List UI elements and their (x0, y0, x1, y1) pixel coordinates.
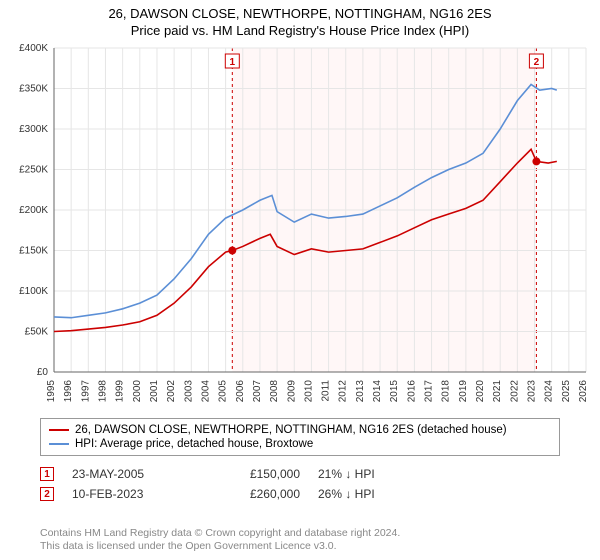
svg-text:2: 2 (534, 57, 540, 68)
svg-text:£350K: £350K (19, 84, 48, 95)
svg-text:2021: 2021 (492, 380, 503, 403)
chart-area: £0 £50K £100K £150K £200K £250K £300K £350K £400… (8, 42, 592, 412)
sale-row-2: 2 10-FEB-2023 £260,000 26% ↓ HPI (40, 484, 560, 504)
sale-row-marker: 2 (40, 487, 54, 501)
sale-row-price: £150,000 (210, 467, 300, 481)
svg-text:£150K: £150K (19, 246, 48, 257)
svg-text:£250K: £250K (19, 165, 48, 176)
svg-text:1998: 1998 (97, 380, 108, 403)
svg-text:2003: 2003 (183, 380, 194, 403)
chart-title-block: 26, DAWSON CLOSE, NEWTHORPE, NOTTINGHAM,… (0, 0, 600, 40)
svg-text:2005: 2005 (218, 380, 229, 403)
sale-row-1: 1 23-MAY-2005 £150,000 21% ↓ HPI (40, 464, 560, 484)
svg-text:2013: 2013 (355, 380, 366, 403)
title-line-1: 26, DAWSON CLOSE, NEWTHORPE, NOTTINGHAM,… (0, 6, 600, 21)
svg-text:2025: 2025 (561, 380, 572, 403)
sale-row-hpi: 21% ↓ HPI (318, 467, 438, 481)
svg-text:£200K: £200K (19, 205, 48, 216)
svg-text:1: 1 (230, 57, 236, 68)
svg-text:2008: 2008 (269, 380, 280, 403)
sale-marker-2 (532, 157, 540, 165)
sale-row-hpi: 26% ↓ HPI (318, 487, 438, 501)
sale-row-marker: 1 (40, 467, 54, 481)
svg-text:2004: 2004 (200, 380, 211, 403)
svg-text:2001: 2001 (149, 380, 160, 403)
legend-row-1: HPI: Average price, detached house, Brox… (49, 437, 551, 451)
footer-attribution: Contains HM Land Registry data © Crown c… (40, 527, 560, 554)
svg-text:£50K: £50K (25, 327, 49, 338)
svg-text:2007: 2007 (252, 380, 263, 403)
svg-text:2026: 2026 (578, 380, 589, 403)
svg-text:£300K: £300K (19, 124, 48, 135)
svg-text:2023: 2023 (527, 380, 538, 403)
footer-line-2: This data is licensed under the Open Gov… (40, 540, 560, 554)
svg-text:2000: 2000 (132, 380, 143, 403)
chart-svg: £0 £50K £100K £150K £200K £250K £300K £350K £400… (8, 42, 592, 412)
sale-row-date: 10-FEB-2023 (72, 487, 192, 501)
svg-text:2020: 2020 (475, 380, 486, 403)
svg-text:1997: 1997 (80, 380, 91, 403)
svg-text:£0: £0 (37, 367, 49, 378)
svg-text:2010: 2010 (303, 380, 314, 403)
legend-row-0: 26, DAWSON CLOSE, NEWTHORPE, NOTTINGHAM,… (49, 423, 551, 437)
svg-text:1999: 1999 (115, 380, 126, 403)
svg-text:2015: 2015 (389, 380, 400, 403)
svg-text:2012: 2012 (338, 380, 349, 403)
sales-table: 1 23-MAY-2005 £150,000 21% ↓ HPI 2 10-FEB-202… (40, 464, 560, 504)
svg-text:£100K: £100K (19, 286, 48, 297)
title-line-2: Price paid vs. HM Land Registry's House … (0, 23, 600, 38)
sale-row-date: 23-MAY-2005 (72, 467, 192, 481)
legend: 26, DAWSON CLOSE, NEWTHORPE, NOTTINGHAM,… (40, 418, 560, 456)
legend-swatch (49, 443, 69, 445)
legend-swatch (49, 429, 69, 431)
footer-line-1: Contains HM Land Registry data © Crown c… (40, 527, 560, 541)
svg-text:1995: 1995 (46, 380, 57, 403)
svg-text:2022: 2022 (509, 380, 520, 403)
svg-text:2009: 2009 (286, 380, 297, 403)
svg-text:2018: 2018 (441, 380, 452, 403)
legend-label: HPI: Average price, detached house, Brox… (75, 438, 313, 450)
svg-text:2011: 2011 (321, 380, 332, 402)
legend-label: 26, DAWSON CLOSE, NEWTHORPE, NOTTINGHAM,… (75, 424, 507, 436)
svg-text:2019: 2019 (458, 380, 469, 403)
svg-text:2024: 2024 (544, 380, 555, 403)
sale-marker-1 (228, 247, 236, 255)
svg-text:1996: 1996 (63, 380, 74, 403)
svg-text:2014: 2014 (372, 380, 383, 403)
sale-row-price: £260,000 (210, 487, 300, 501)
svg-text:2017: 2017 (424, 380, 435, 403)
svg-text:£400K: £400K (19, 43, 48, 54)
svg-text:2002: 2002 (166, 380, 177, 403)
svg-text:2006: 2006 (235, 380, 246, 403)
svg-text:2016: 2016 (406, 380, 417, 403)
